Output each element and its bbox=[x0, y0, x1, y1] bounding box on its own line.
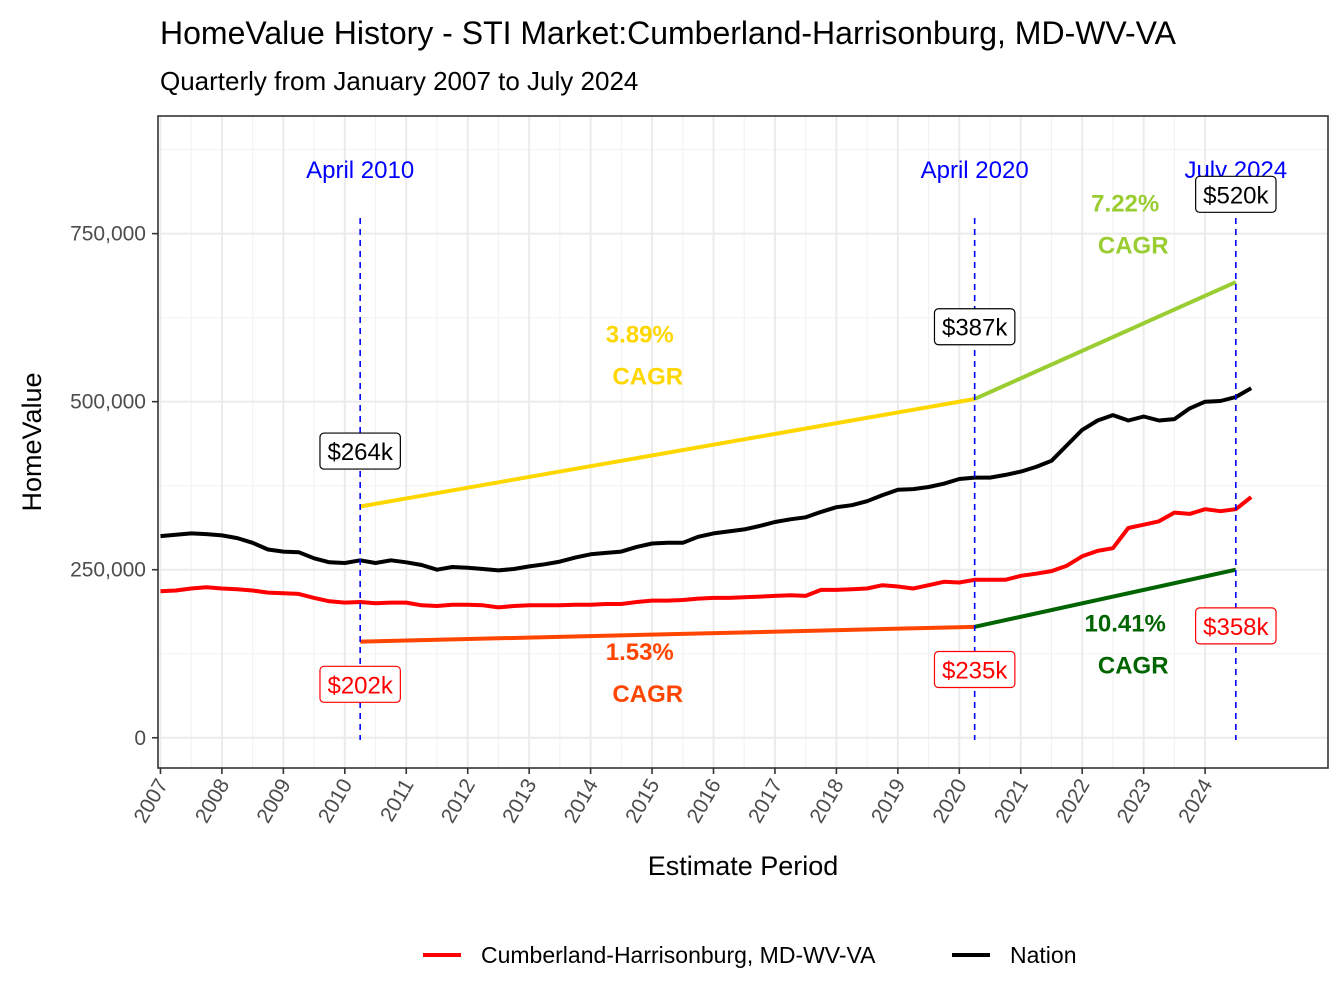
cagr-rate-label: 7.22% bbox=[1091, 191, 1159, 218]
y-tick-label: 500,000 bbox=[70, 391, 146, 414]
value-callout-text: $202k bbox=[327, 672, 393, 699]
y-axis: 0 250,000 500,000 750,000 bbox=[70, 223, 158, 750]
cagr-rate-label: 3.89% bbox=[606, 322, 674, 349]
value-callout: $387k bbox=[933, 308, 1016, 346]
series-line-nation bbox=[160, 386, 1253, 573]
cagr-rate-label: 10.41% bbox=[1085, 611, 1166, 638]
cagr-text-label: CAGR bbox=[612, 681, 683, 708]
value-callout: $235k bbox=[933, 650, 1016, 689]
y-axis-title: HomeValue bbox=[17, 372, 47, 511]
value-callout-text: $235k bbox=[942, 658, 1008, 685]
value-callout-text: $358k bbox=[1203, 614, 1269, 641]
value-callout-text: $264k bbox=[327, 439, 393, 466]
chart-subtitle: Quarterly from January 2007 to July 2024 bbox=[160, 66, 638, 96]
value-callout-box bbox=[933, 650, 1016, 689]
value-callout-box bbox=[1195, 607, 1277, 645]
cagr-segments bbox=[359, 280, 1237, 644]
value-callout: $264k bbox=[319, 432, 401, 470]
cagr-text-label: CAGR bbox=[1098, 233, 1169, 260]
y-tick-label: 750,000 bbox=[70, 223, 146, 246]
value-callout-box bbox=[1195, 175, 1277, 213]
plot-panel-border bbox=[157, 115, 1329, 769]
legend-label-nation: Nation bbox=[1010, 942, 1076, 968]
value-callout: $520k bbox=[1195, 175, 1277, 213]
value-callout-box bbox=[319, 432, 401, 470]
value-callout-text: $520k bbox=[1203, 182, 1269, 209]
value-callout-box bbox=[933, 308, 1016, 346]
y-tick-label: 250,000 bbox=[70, 559, 146, 582]
cagr-line bbox=[974, 567, 1237, 629]
cagr-text-label: CAGR bbox=[1098, 653, 1169, 680]
value-callout: $358k bbox=[1195, 607, 1277, 645]
event-label: April 2010 bbox=[306, 157, 414, 184]
cagr-rate-label: 1.53% bbox=[606, 639, 674, 666]
legend-label-cumberland: Cumberland-Harrisonburg, MD-WV-VA bbox=[481, 942, 876, 968]
cagr-line bbox=[973, 280, 1237, 401]
value-callout: $202k bbox=[319, 665, 401, 703]
x-axis-title: Estimate Period bbox=[648, 851, 839, 881]
value-callout-text: $387k bbox=[942, 315, 1008, 342]
y-tick-label: 0 bbox=[134, 727, 146, 750]
grid-lines bbox=[158, 116, 1328, 768]
value-callout-box bbox=[319, 665, 401, 703]
series-line-cumberland bbox=[160, 495, 1253, 610]
annotations: April 2010 April 2020 July 20243.89%CAGR7.… bbox=[306, 157, 1287, 708]
chart-title: HomeValue History - STI Market:Cumberlan… bbox=[160, 15, 1177, 51]
cagr-line bbox=[359, 397, 976, 509]
event-label: April 2020 bbox=[921, 157, 1029, 184]
cagr-line bbox=[360, 624, 975, 644]
cagr-text-label: CAGR bbox=[612, 364, 683, 391]
series-lines bbox=[160, 386, 1253, 610]
legend: Cumberland-Harrisonburg, MD-WV-VA Nation bbox=[423, 942, 1076, 968]
